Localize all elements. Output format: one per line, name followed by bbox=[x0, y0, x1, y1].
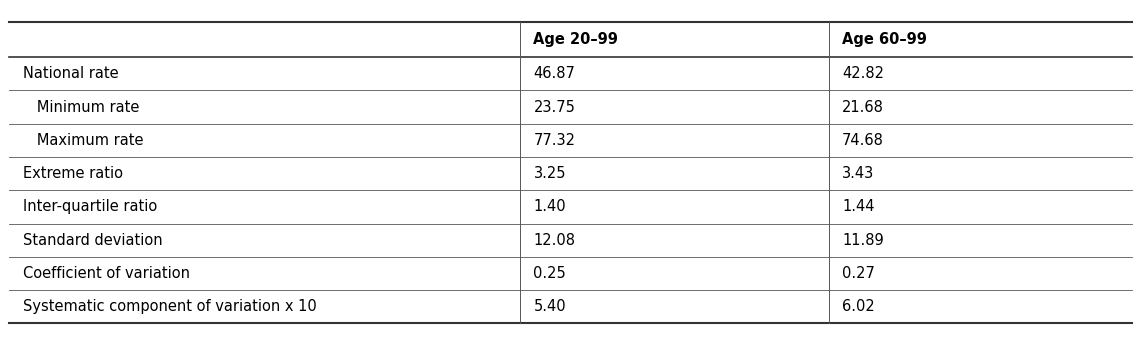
Text: 74.68: 74.68 bbox=[842, 133, 884, 148]
Text: 3.43: 3.43 bbox=[842, 166, 874, 181]
Text: Age 60–99: Age 60–99 bbox=[842, 32, 928, 47]
Text: 11.89: 11.89 bbox=[842, 233, 884, 248]
Text: 1.44: 1.44 bbox=[842, 200, 875, 214]
Text: Maximum rate: Maximum rate bbox=[23, 133, 143, 148]
Text: Standard deviation: Standard deviation bbox=[23, 233, 162, 248]
Text: 0.25: 0.25 bbox=[534, 266, 566, 281]
Text: Minimum rate: Minimum rate bbox=[23, 99, 139, 115]
Text: 21.68: 21.68 bbox=[842, 99, 884, 115]
Text: National rate: National rate bbox=[23, 66, 119, 81]
Text: Inter-quartile ratio: Inter-quartile ratio bbox=[23, 200, 156, 214]
Text: Extreme ratio: Extreme ratio bbox=[23, 166, 122, 181]
Text: 46.87: 46.87 bbox=[534, 66, 575, 81]
Text: Coefficient of variation: Coefficient of variation bbox=[23, 266, 189, 281]
Text: 42.82: 42.82 bbox=[842, 66, 884, 81]
Text: 77.32: 77.32 bbox=[534, 133, 575, 148]
Text: 5.40: 5.40 bbox=[534, 299, 566, 314]
Text: 23.75: 23.75 bbox=[534, 99, 575, 115]
Text: Age 20–99: Age 20–99 bbox=[534, 32, 618, 47]
Text: 6.02: 6.02 bbox=[842, 299, 875, 314]
Text: 12.08: 12.08 bbox=[534, 233, 575, 248]
Text: 0.27: 0.27 bbox=[842, 266, 875, 281]
Text: Systematic component of variation x 10: Systematic component of variation x 10 bbox=[23, 299, 316, 314]
Text: 3.25: 3.25 bbox=[534, 166, 566, 181]
Text: 1.40: 1.40 bbox=[534, 200, 566, 214]
